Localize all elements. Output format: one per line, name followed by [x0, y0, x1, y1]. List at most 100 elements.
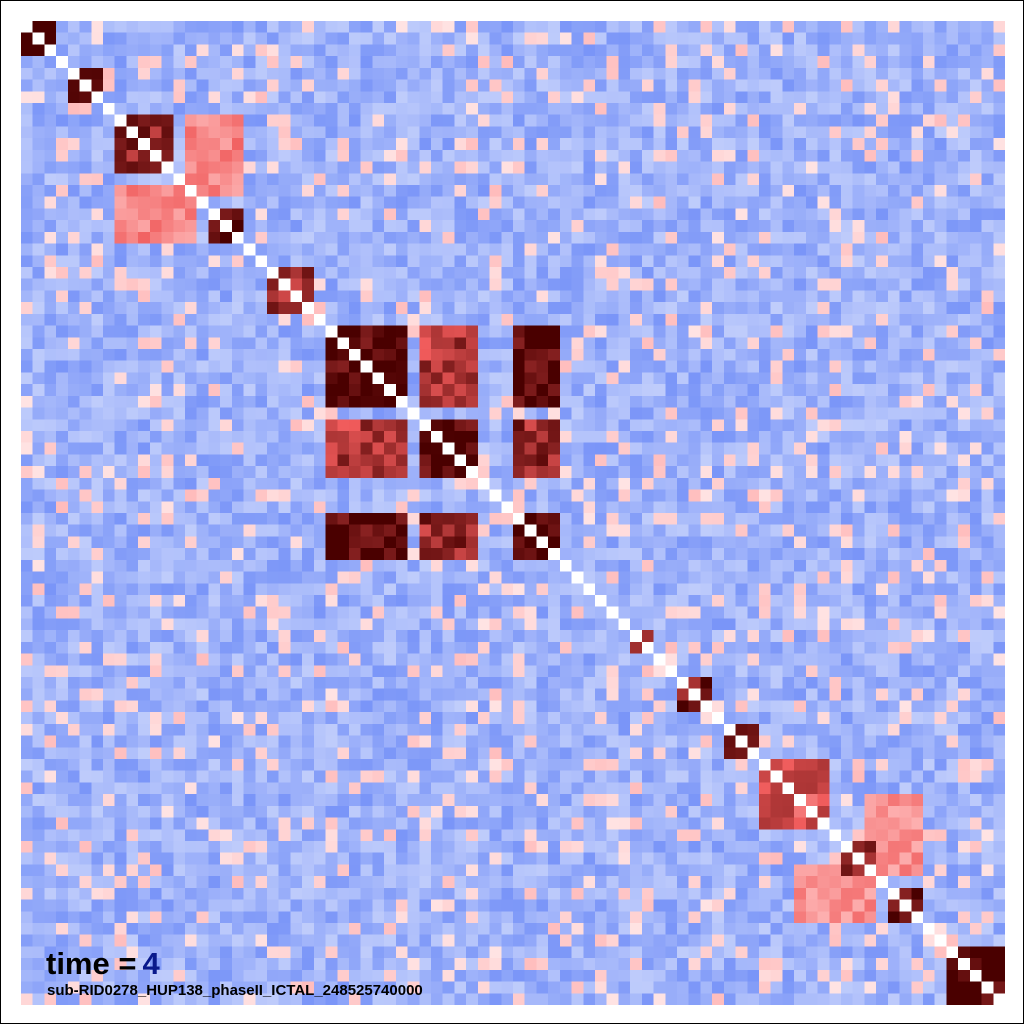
heatmap-cell	[571, 114, 584, 128]
heatmap-cell	[700, 618, 713, 631]
heatmap-cell	[559, 442, 573, 456]
heatmap-cell	[501, 267, 514, 280]
heatmap-cell	[337, 477, 350, 491]
heatmap-cell	[419, 313, 432, 327]
heatmap-diagonal-cell	[21, 21, 34, 34]
heatmap-cell	[489, 501, 502, 514]
heatmap-cell	[477, 489, 491, 502]
heatmap-cell	[595, 653, 608, 666]
heatmap-cell	[946, 67, 959, 81]
heatmap-cell	[665, 21, 678, 34]
heatmap-cell	[993, 103, 1005, 116]
heatmap-cell	[688, 185, 702, 198]
heatmap-cell	[817, 196, 830, 210]
heatmap-cell	[536, 630, 549, 643]
heatmap-cell	[747, 606, 760, 620]
heatmap-cell	[934, 103, 948, 116]
heatmap-cell	[829, 407, 842, 420]
heatmap-cell	[653, 79, 666, 92]
heatmap-cell	[313, 91, 327, 104]
heatmap-cell	[442, 489, 456, 502]
heatmap-cell	[32, 114, 46, 128]
heatmap-cell	[138, 290, 151, 303]
heatmap-cell	[723, 524, 737, 538]
heatmap-cell	[114, 407, 128, 420]
heatmap-cell	[817, 21, 830, 34]
heatmap-cell	[91, 114, 104, 128]
heatmap-cell	[688, 44, 702, 57]
heatmap-cell	[431, 290, 444, 303]
heatmap-cell	[126, 278, 139, 292]
heatmap-cell	[829, 21, 842, 34]
heatmap-cell	[395, 419, 409, 432]
heatmap-cell	[548, 231, 561, 245]
heatmap-cell	[782, 641, 795, 655]
heatmap-cell	[360, 595, 374, 608]
heatmap-cell	[185, 665, 198, 678]
heatmap-diagonal-cell	[231, 231, 245, 245]
heatmap-cell	[829, 571, 842, 584]
heatmap-cell	[911, 571, 924, 584]
heatmap-cell	[126, 185, 139, 198]
heatmap-cell	[759, 372, 772, 385]
heatmap-cell	[489, 431, 502, 444]
heatmap-cell	[138, 548, 151, 561]
heatmap-cell	[79, 44, 92, 57]
heatmap-cell	[864, 44, 877, 57]
heatmap-cell	[548, 559, 561, 573]
heatmap-cell	[595, 536, 608, 549]
heatmap-cell	[138, 21, 151, 34]
heatmap-cell	[489, 267, 502, 280]
heatmap-cell	[688, 513, 702, 526]
heatmap-cell	[606, 431, 620, 444]
heatmap-cell	[161, 149, 174, 163]
heatmap-cell	[876, 185, 889, 198]
heatmap-cell	[887, 220, 901, 233]
heatmap-cell	[208, 653, 221, 666]
heatmap-cell	[782, 677, 795, 690]
heatmap-cell	[196, 149, 210, 163]
heatmap-cell	[360, 290, 374, 303]
heatmap-cell	[21, 395, 34, 409]
heatmap-cell	[958, 255, 971, 268]
heatmap-cell	[735, 559, 748, 573]
heatmap-cell	[911, 267, 924, 280]
heatmap-cell	[688, 290, 702, 303]
heatmap-cell	[255, 114, 268, 128]
heatmap-cell	[677, 243, 690, 256]
heatmap-cell	[466, 313, 479, 327]
heatmap-cell	[67, 103, 81, 116]
heatmap-cell	[981, 161, 994, 174]
heatmap-cell	[196, 138, 210, 151]
heatmap-cell	[290, 114, 303, 128]
heatmap-cell	[583, 466, 596, 479]
heatmap-cell	[103, 548, 116, 561]
heatmap-cell	[161, 395, 174, 409]
heatmap-cell	[923, 32, 936, 46]
heatmap-cell	[126, 407, 139, 420]
heatmap-cell	[712, 653, 725, 666]
heatmap-cell	[536, 208, 549, 221]
heatmap-cell	[841, 419, 854, 432]
heatmap-cell	[407, 513, 420, 526]
heatmap-cell	[630, 67, 643, 81]
heatmap-cell	[407, 442, 420, 456]
heatmap-cell	[173, 185, 186, 198]
heatmap-cell	[243, 138, 256, 151]
heatmap-cell	[981, 196, 994, 210]
heatmap-cell	[618, 208, 631, 221]
heatmap-cell	[864, 536, 877, 549]
heatmap-cell	[841, 149, 854, 163]
heatmap-cell	[641, 606, 655, 620]
heatmap-cell	[173, 548, 186, 561]
heatmap-cell	[231, 302, 245, 315]
heatmap-cell	[969, 79, 983, 92]
heatmap-cell	[993, 79, 1005, 92]
heatmap-cell	[32, 466, 46, 479]
heatmap-cell	[372, 67, 385, 81]
heatmap-cell	[934, 653, 948, 666]
heatmap-cell	[864, 149, 877, 163]
heatmap-cell	[852, 231, 866, 245]
heatmap-cell	[677, 395, 690, 409]
heatmap-cell	[864, 618, 877, 631]
